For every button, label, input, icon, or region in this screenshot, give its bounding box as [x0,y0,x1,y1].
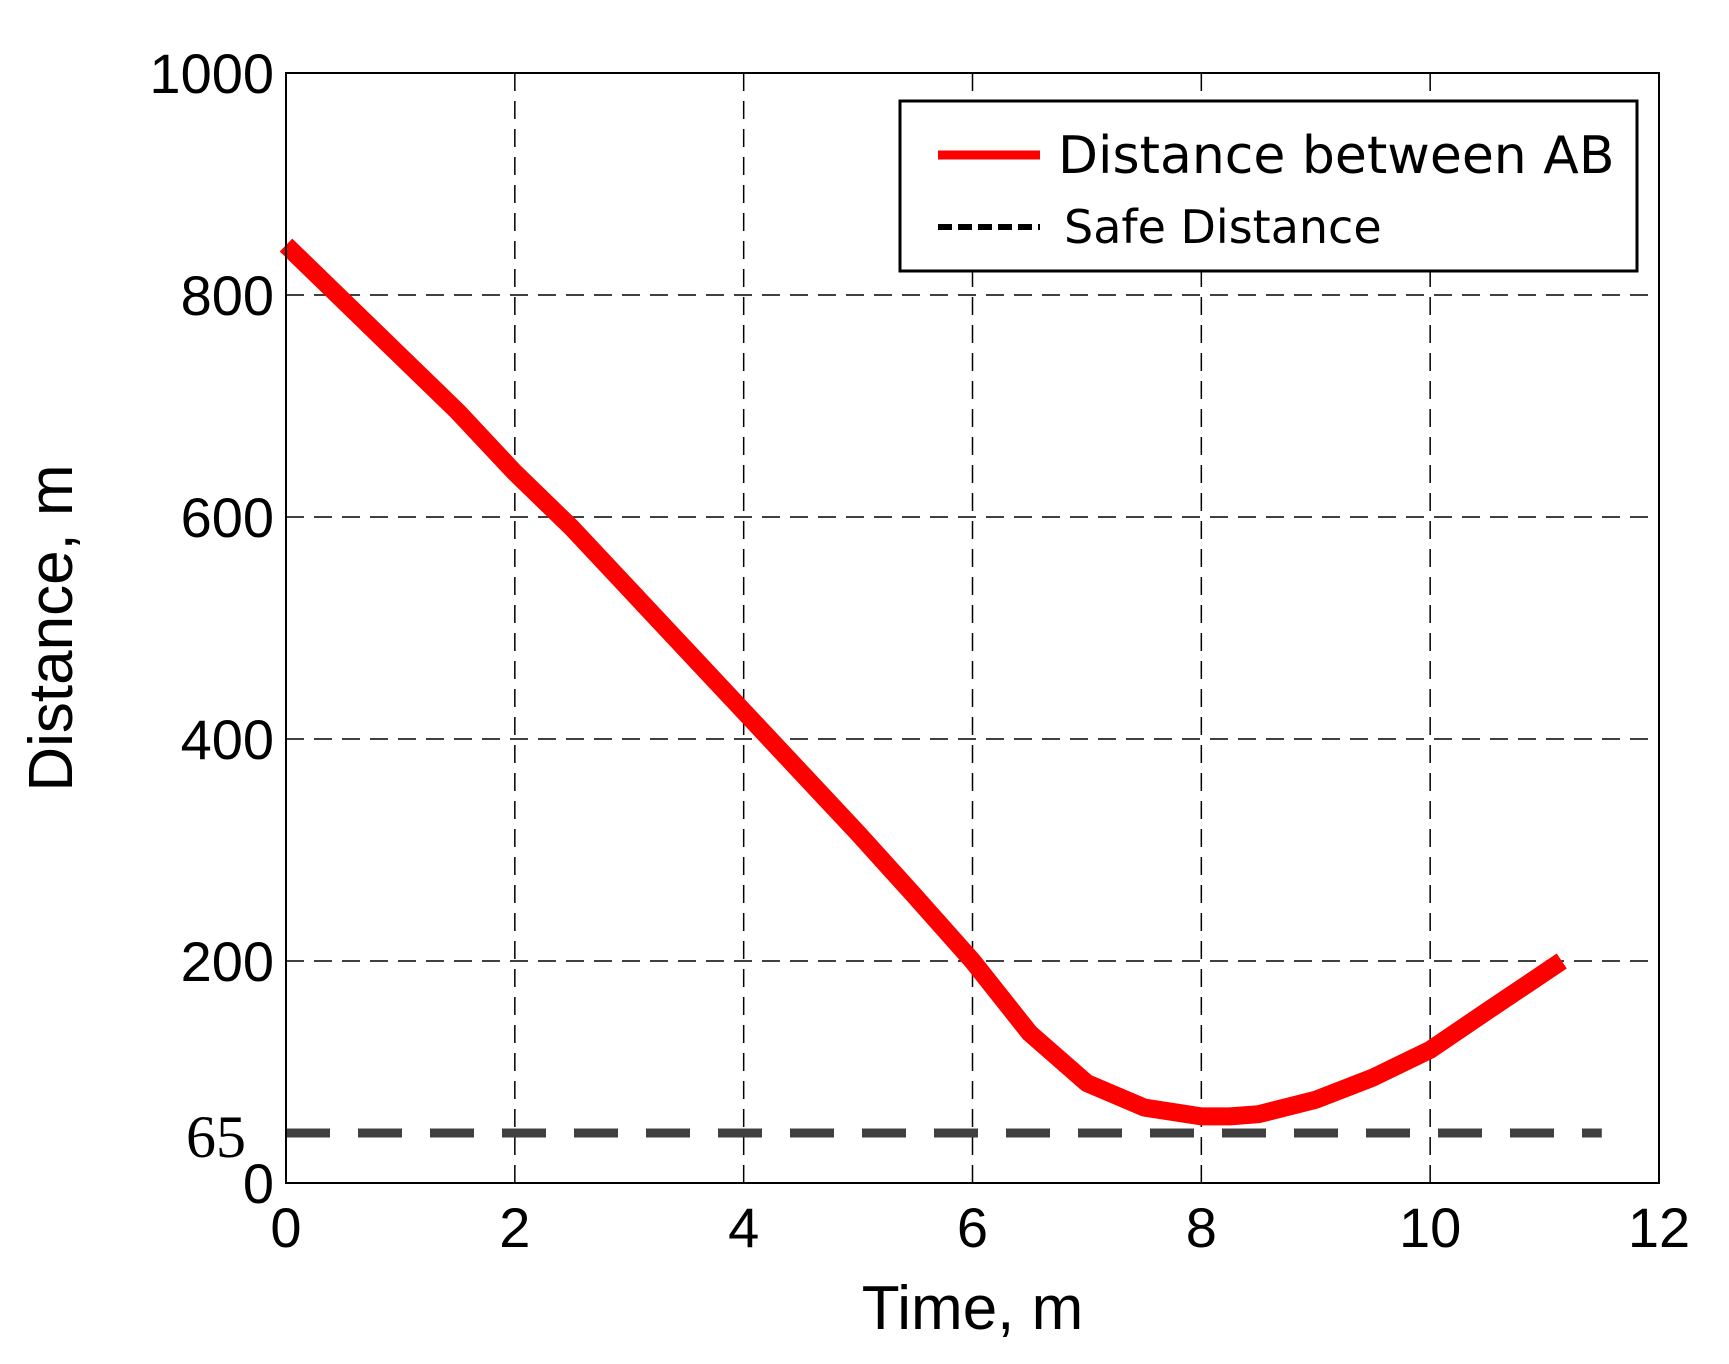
x-tick-label: 12 [1628,1196,1690,1259]
y-tick-label: 200 [181,930,274,993]
x-tick-label: 8 [1186,1196,1217,1259]
legend-entry-safe-distance: Safe Distance [1064,200,1382,254]
legend: Distance between AB Safe Distance [898,99,1639,273]
y-tick-label: 0 [243,1152,274,1215]
legend-box [898,99,1639,273]
x-tick-label: 6 [957,1196,988,1259]
y-tick-label: 800 [181,264,274,327]
y-axis-label: Distance, m [17,464,86,791]
y-tick-label-safe: 65 [186,1104,246,1170]
series-group [279,238,1602,1138]
y-tick-label: 1000 [149,42,274,105]
x-tick-label: 10 [1399,1196,1461,1259]
x-tick-label: 4 [728,1196,759,1259]
x-tick-label: 0 [270,1196,301,1259]
x-tick-label: 2 [499,1196,530,1259]
series-line-distance-between-ab [279,238,1567,1126]
y-tick-label: 400 [181,708,274,771]
x-axis-label: Time, m [862,1274,1084,1343]
tick-labels: 0 2 4 6 8 10 12 0 200 400 600 800 1000 65 [149,42,1690,1259]
legend-entry-distance: Distance between AB [1058,126,1615,186]
plot-frame [285,72,1660,1184]
y-tick-label: 600 [181,486,274,549]
